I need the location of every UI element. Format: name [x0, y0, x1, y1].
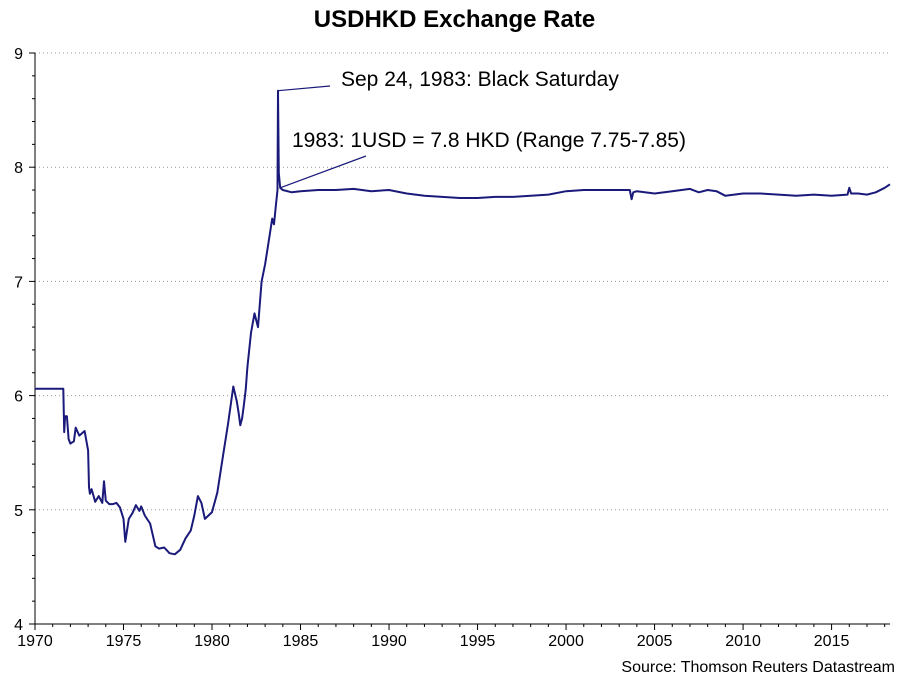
x-tick-label: 2010 [725, 633, 761, 650]
y-tick-label: 7 [14, 274, 23, 291]
chart-title: USDHKD Exchange Rate [313, 6, 596, 33]
annotations: Sep 24, 1983: Black Saturday 1983: 1USD =… [277, 68, 686, 189]
annotation-peg: 1983: 1USD = 7.8 HKD (Range 7.75-7.85) [292, 129, 686, 152]
axes [34, 53, 890, 625]
x-tick-label: 2005 [637, 633, 673, 650]
series-line-usdhkd [35, 89, 891, 556]
gridlines [35, 52, 890, 511]
x-tick-label: 1995 [460, 633, 496, 650]
annotation-leader-peg [279, 155, 367, 189]
x-tick-label: 1990 [371, 633, 407, 650]
y-tick-label: 9 [14, 46, 23, 63]
annotation-black-saturday: Sep 24, 1983: Black Saturday [341, 68, 619, 91]
y-tick-label: 8 [14, 160, 23, 177]
x-tick-label: 1980 [194, 633, 230, 650]
annotation-leader-black-saturday [277, 85, 331, 92]
source-note: Source: Thomson Reuters Datastream [621, 659, 895, 676]
y-tick-label: 4 [14, 617, 23, 634]
y-tick-label: 5 [14, 503, 23, 520]
x-tick-label: 1975 [106, 633, 142, 650]
x-tick-label: 1970 [17, 633, 53, 650]
x-axis-ticks: 1970 1975 1980 1985 1990 1995 2000 2005 2010 2015 [17, 624, 886, 650]
x-tick-label: 2015 [814, 633, 850, 650]
y-tick-label: 6 [14, 389, 23, 406]
y-axis-ticks: 4 5 6 7 8 9 [14, 46, 35, 634]
x-tick-label: 2000 [548, 633, 584, 650]
x-tick-label: 1985 [283, 633, 319, 650]
